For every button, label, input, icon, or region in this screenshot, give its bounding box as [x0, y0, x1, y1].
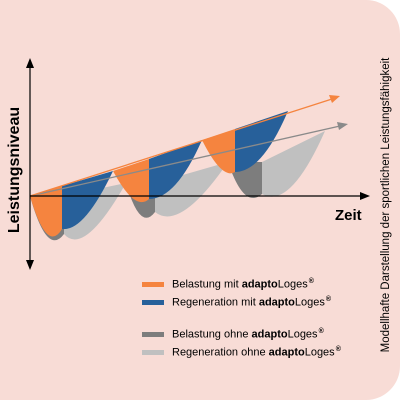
orange-trend-arrowhead — [329, 95, 340, 103]
x-axis-arrowhead — [360, 192, 370, 200]
y-axis-arrowhead-down — [26, 260, 34, 270]
legend-item: Regeneration mit adaptoLoges® — [142, 293, 382, 311]
gray-cycle-2-recovery — [155, 162, 228, 217]
gray-cycle-3-recovery — [262, 131, 325, 197]
legend-label: Belastung mit adaptoLoges® — [172, 277, 314, 291]
legend-swatch-orange — [142, 281, 164, 287]
blue-cycle-2-recovery — [149, 140, 202, 199]
y-axis-label: Leistungsniveau — [6, 107, 23, 233]
legend-label: Belastung ohne adaptoLoges® — [172, 327, 324, 341]
legend-item: Belastung mit adaptoLoges® — [142, 275, 382, 293]
gray-trend-arrowhead — [337, 122, 348, 130]
legend-item: Belastung ohne adaptoLoges® — [142, 325, 382, 343]
orange-cycle-3-load — [202, 129, 235, 174]
legend-swatch-blue — [142, 299, 164, 305]
orange-cycle-2-load — [113, 159, 149, 203]
legend-item: Regeneration ohne adaptoLoges® — [142, 343, 382, 361]
legend-label: Regeneration ohne adaptoLoges® — [172, 345, 341, 359]
legend: Belastung mit adaptoLoges® Regeneration … — [142, 275, 382, 361]
legend-label: Regeneration mit adaptoLoges® — [172, 295, 332, 309]
orange-cycle-1-load — [30, 186, 62, 237]
gray-trend-line — [29, 125, 341, 197]
x-axis-label: Zeit — [335, 207, 362, 224]
legend-swatch-dark-gray — [142, 331, 164, 337]
vertical-title: Modellhafte Darstellung der sportlichen … — [380, 57, 392, 353]
legend-swatch-light-gray — [142, 349, 164, 355]
y-axis-arrowhead-up — [26, 58, 34, 68]
orange-trend-line — [29, 98, 333, 197]
